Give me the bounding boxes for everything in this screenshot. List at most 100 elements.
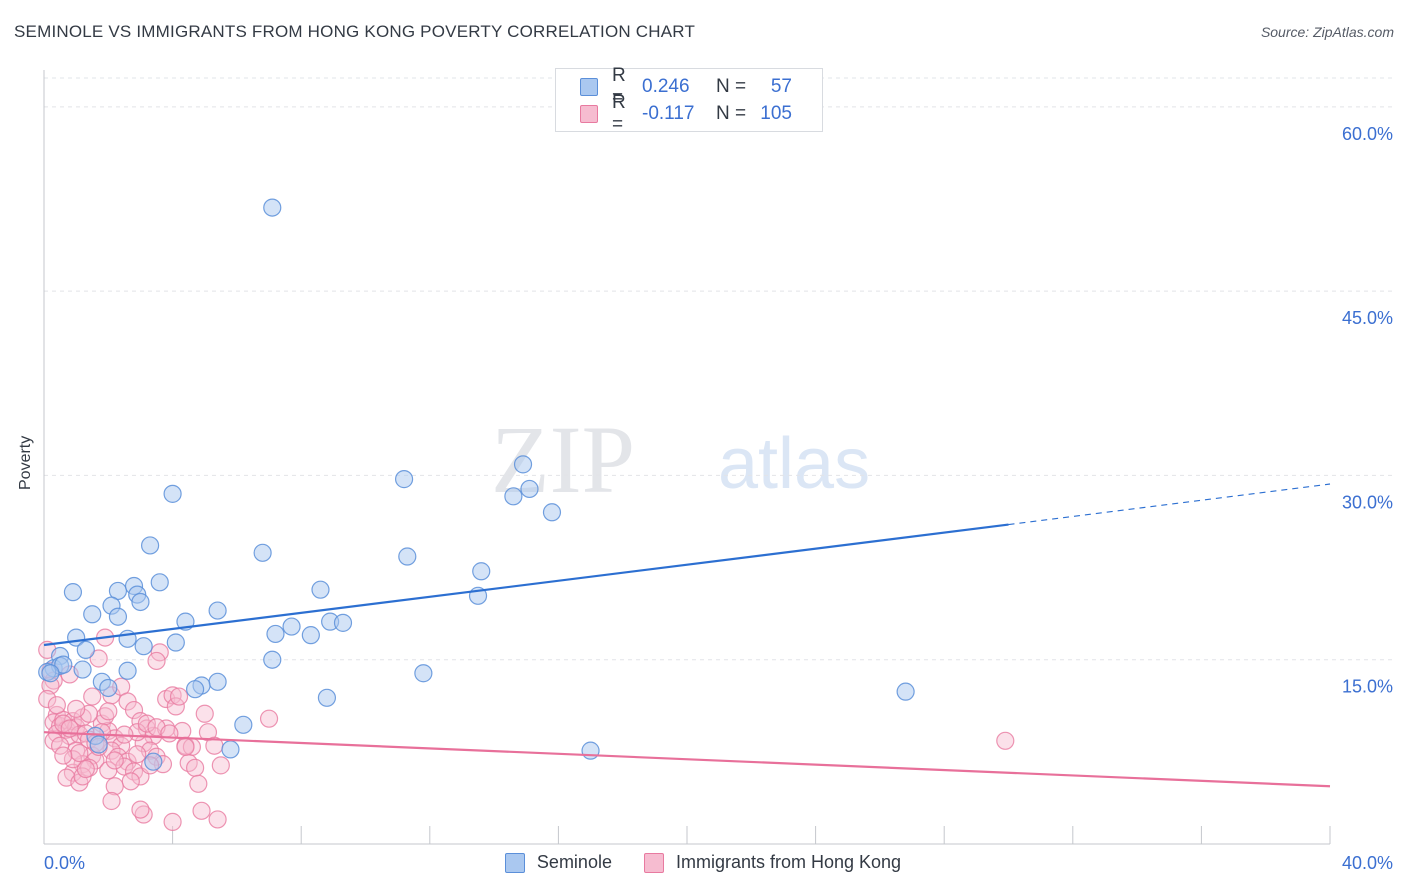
seminole-swatch: [580, 78, 598, 96]
n-label: N =: [716, 76, 747, 97]
hk-point: [89, 649, 108, 668]
axes: [43, 70, 1331, 845]
hk-point: [70, 743, 89, 763]
hk-point: [105, 777, 124, 796]
legend-label-seminole: Seminole: [536, 852, 612, 872]
hk-point: [134, 805, 153, 824]
hk-point: [67, 699, 86, 718]
n-label: N =: [716, 103, 747, 124]
seminole-point: [140, 536, 160, 555]
seminole-point: [76, 640, 95, 659]
hk-point: [128, 745, 147, 764]
hk-point: [76, 759, 95, 779]
hk-point: [195, 704, 214, 723]
seminole-point: [54, 655, 73, 674]
hk-point: [83, 687, 102, 706]
seminole-point: [144, 752, 163, 771]
seminole-point: [394, 470, 414, 489]
seminole-point: [83, 605, 102, 624]
n-value: 57: [770, 76, 792, 97]
watermark-atlas: atlas: [718, 424, 870, 504]
seminole-point: [301, 626, 320, 645]
hk-swatch: [580, 105, 598, 123]
seminole-trend-line: [43, 523, 1009, 647]
seminole-point: [398, 547, 417, 566]
seminole-point: [311, 580, 330, 599]
legend-row-seminole: R = 0.246 N = 57: [580, 65, 792, 108]
r-value: -0.117: [642, 103, 695, 124]
x-tick-label-min: 0.0%: [44, 853, 85, 873]
hk-point: [121, 772, 140, 791]
seminole-point: [263, 650, 282, 669]
seminole-point: [542, 503, 562, 522]
tick-labels: 15.0% 30.0% 45.0% 60.0% 0.0% 40.0%: [44, 124, 1393, 873]
hk-point: [124, 700, 144, 720]
hk-point: [147, 651, 166, 671]
correlation-legend: R = 0.246 N = 57 R = -0.117 N = 105: [555, 65, 823, 135]
seminole-point: [118, 661, 137, 680]
x-tick-label-max: 40.0%: [1342, 853, 1393, 873]
seminole-point: [163, 484, 182, 503]
r-label: R =: [612, 65, 626, 108]
seminole-point: [266, 624, 285, 644]
hk-point: [105, 751, 124, 770]
hk-point: [169, 687, 189, 706]
seminole-point: [99, 678, 118, 698]
hk-point: [163, 812, 182, 831]
seminole-point: [520, 479, 539, 499]
hk-point: [99, 761, 118, 780]
hk-point: [259, 709, 279, 728]
seminole-point: [134, 637, 153, 656]
seminole-point: [41, 664, 60, 683]
y-tick-label: 15.0%: [1342, 677, 1393, 697]
watermark: ZIP atlas: [491, 406, 870, 513]
legend-label-hk: Immigrants from Hong Kong: [675, 852, 902, 872]
seminole-point: [504, 487, 523, 506]
seminole-point: [896, 682, 915, 701]
hk-point: [134, 734, 153, 753]
seminole-point: [208, 672, 227, 691]
legend-item-hk: Immigrants from Hong Kong: [643, 852, 902, 873]
seminole-trend-extension: [1008, 483, 1331, 526]
series-legend: Seminole Immigrants from Hong Kong: [0, 852, 1406, 873]
seminole-point: [414, 664, 433, 683]
trend-lines: [43, 483, 1331, 788]
hk-point: [131, 800, 150, 819]
seminole-point: [73, 660, 92, 679]
seminole-point: [150, 573, 169, 592]
seminole-swatch: [504, 852, 525, 873]
hk-point: [99, 702, 118, 721]
hk-point: [176, 737, 195, 757]
hk-point: [166, 697, 185, 716]
n-value: 105: [760, 103, 792, 124]
hk-point: [189, 774, 208, 793]
hk-point: [47, 696, 66, 715]
seminole-point: [234, 715, 253, 734]
seminole-point: [63, 583, 83, 602]
seminole-point: [472, 562, 491, 581]
hk-points: [38, 628, 1015, 831]
seminole-point: [333, 613, 353, 632]
legend-item-seminole: Seminole: [504, 852, 612, 873]
seminole-point: [263, 198, 282, 217]
seminole-point: [208, 601, 227, 620]
seminole-point: [108, 607, 128, 626]
hk-point: [192, 801, 211, 820]
hk-swatch: [643, 852, 664, 873]
seminole-point: [89, 735, 108, 754]
seminole-point: [513, 455, 533, 474]
legend-row-hk: R = -0.117 N = 105: [580, 92, 792, 135]
seminole-point: [581, 741, 600, 760]
hk-point: [137, 714, 156, 733]
seminole-point: [186, 680, 205, 699]
y-tick-label: 45.0%: [1342, 308, 1393, 328]
seminole-point: [221, 740, 240, 759]
hk-point: [211, 756, 230, 775]
r-label: R =: [612, 92, 626, 135]
seminole-point: [166, 633, 185, 652]
hk-point: [54, 746, 73, 765]
seminole-point: [317, 688, 337, 707]
hk-point: [102, 791, 121, 811]
seminole-point: [253, 543, 272, 562]
